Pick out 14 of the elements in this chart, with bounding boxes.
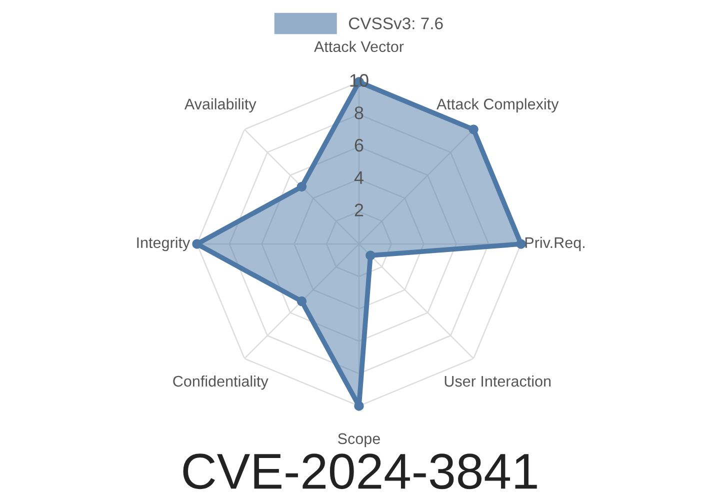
legend-label: CVSSv3: 7.6 [348,18,443,30]
y-tick-label: 2 [354,204,364,216]
spoke-label: Availability [184,98,256,112]
spoke-label: Attack Vector [314,40,404,52]
y-tick-label: 8 [354,106,364,120]
spoke-label: User Interaction [444,375,551,387]
spoke-label: Integrity [137,236,190,252]
y-tick-label: 4 [354,171,364,184]
spoke-label: Priv.Req. [525,236,584,252]
y-tick-label: 6 [354,138,364,152]
text: CVE-2024-3841 [183,454,537,490]
spoke-label: Scope [338,433,380,448]
spoke-label: Confidentiality [173,375,268,390]
spoke-label: Attack Complexity [436,98,559,112]
